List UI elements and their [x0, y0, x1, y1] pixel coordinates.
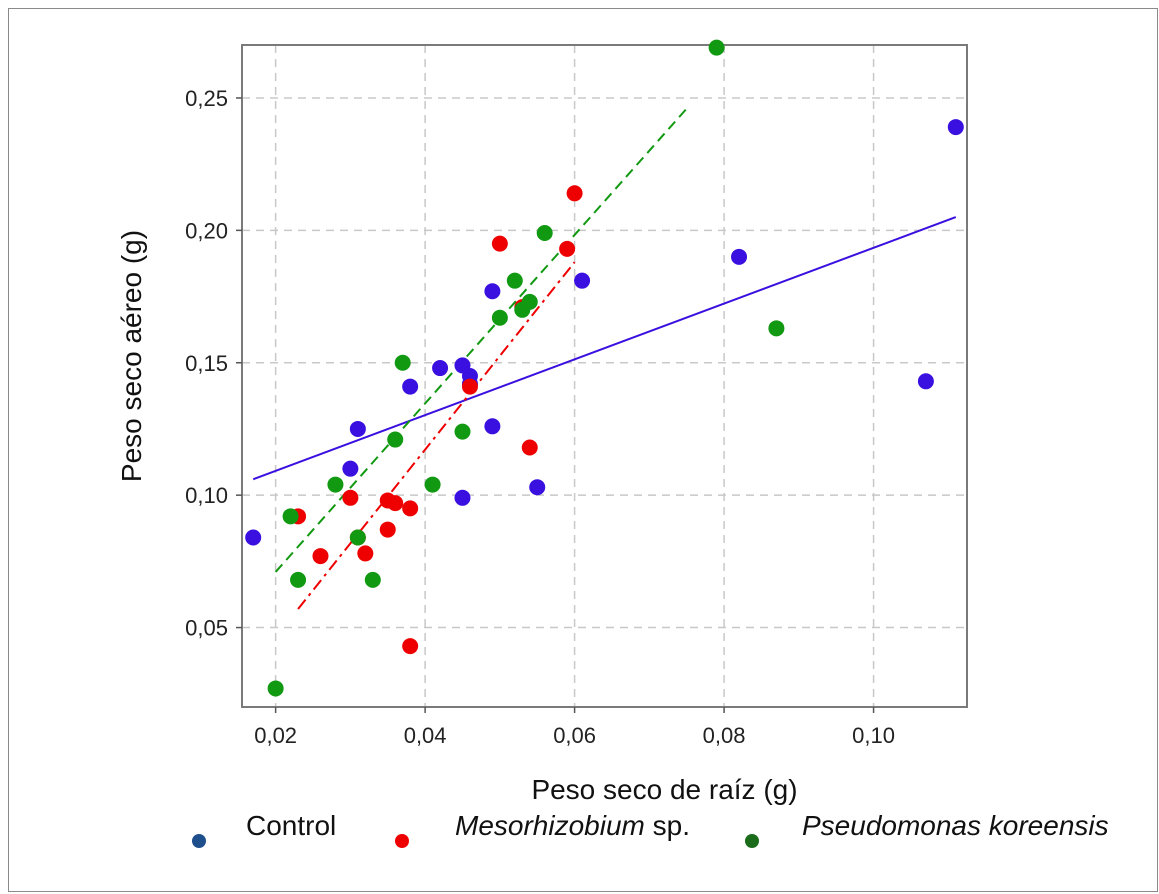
data-point [731, 248, 748, 265]
data-point [461, 378, 478, 395]
data-point [491, 235, 508, 252]
scatter-chart: 0,02 0,04 0,06 0,08 0,10 0,05 0,10 0,15 0,20 0,25… [116, 39, 1109, 848]
legend-marker [395, 834, 409, 848]
data-point [424, 476, 441, 493]
data-point [521, 439, 538, 456]
data-point [454, 489, 471, 506]
grid-lines [242, 45, 967, 707]
x-tick-label: 0,02 [254, 723, 297, 748]
y-tick-label: 0,10 [185, 483, 228, 508]
data-point [574, 272, 591, 289]
plot-area-border [241, 44, 968, 708]
legend-entry: Mesorhizobium sp. [455, 810, 690, 841]
data-point [387, 495, 404, 512]
data-point [402, 378, 419, 395]
x-tick-label: 0,08 [703, 723, 746, 748]
data-point [484, 418, 501, 435]
data-point [768, 320, 785, 337]
data-point [349, 529, 366, 546]
data-point [364, 571, 381, 588]
data-point [559, 240, 576, 257]
data-point [454, 423, 471, 440]
data-point [566, 185, 583, 202]
legend-entry: Pseudomonas koreensis [802, 810, 1109, 841]
data-point [432, 360, 449, 377]
x-tick-label: 0,04 [404, 723, 447, 748]
legend: Control Mesorhizobium sp. Pseudomonas kore… [192, 810, 1109, 848]
data-point [387, 431, 404, 448]
data-point [491, 309, 508, 326]
data-point [947, 119, 964, 136]
fit-line [297, 261, 576, 610]
data-point [267, 680, 284, 697]
legend-marker [745, 834, 759, 848]
data-point [402, 638, 419, 655]
x-axis-title: Peso seco de raíz (g) [531, 774, 797, 805]
data-points [245, 39, 964, 697]
legend-entry: Control [246, 810, 336, 841]
y-tick-label: 0,25 [185, 86, 228, 111]
data-point [245, 529, 262, 546]
y-axis-title: Peso seco aéreo (g) [116, 230, 147, 482]
data-point [290, 571, 307, 588]
data-point [312, 548, 329, 565]
data-point [529, 479, 546, 496]
data-point [282, 508, 299, 525]
data-point [327, 476, 344, 493]
y-tick-label: 0,20 [185, 218, 228, 243]
data-point [342, 460, 359, 477]
data-point [708, 39, 725, 56]
y-tick-label: 0,05 [185, 616, 228, 641]
data-point [521, 293, 538, 310]
y-tick-label: 0,15 [185, 351, 228, 376]
data-point [379, 521, 396, 538]
figure-frame: 0,02 0,04 0,06 0,08 0,10 0,05 0,10 0,15 0,20 0,25… [8, 8, 1158, 892]
fit-line [252, 216, 957, 481]
data-point [402, 500, 419, 517]
legend-marker [192, 834, 206, 848]
data-point [484, 283, 501, 300]
data-point [506, 272, 523, 289]
data-point [357, 545, 374, 562]
data-point [394, 354, 411, 371]
axis-ticks: 0,02 0,04 0,06 0,08 0,10 0,05 0,10 0,15 0,20 0,25 [185, 86, 895, 748]
data-point [349, 420, 366, 437]
data-point [917, 373, 934, 390]
data-point [342, 489, 359, 506]
data-point [536, 225, 553, 242]
x-tick-label: 0,10 [852, 723, 895, 748]
x-tick-label: 0,06 [553, 723, 596, 748]
